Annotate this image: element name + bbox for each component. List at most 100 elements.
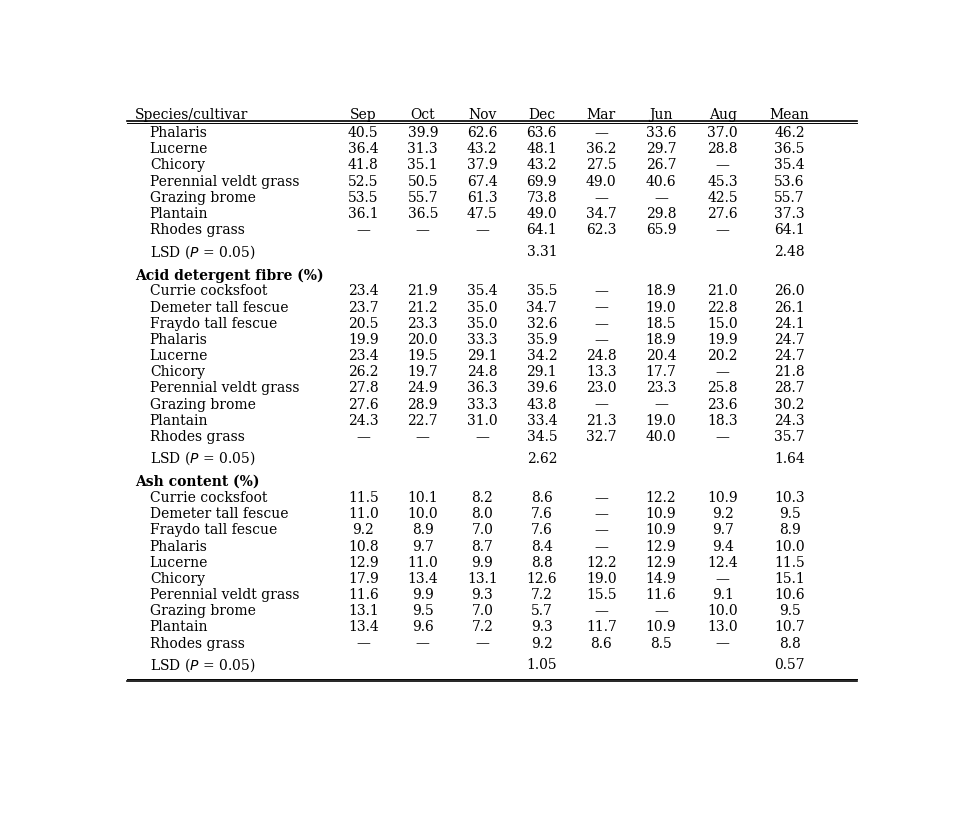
Text: 19.0: 19.0 — [645, 414, 676, 428]
Text: 32.6: 32.6 — [527, 317, 557, 331]
Text: Currie cocksfoot: Currie cocksfoot — [150, 285, 267, 298]
Text: Lucerne: Lucerne — [150, 556, 208, 570]
Text: Lucerne: Lucerne — [150, 349, 208, 363]
Text: Plantain: Plantain — [150, 207, 208, 221]
Text: 17.9: 17.9 — [348, 572, 378, 586]
Text: 26.7: 26.7 — [645, 159, 676, 172]
Text: 53.5: 53.5 — [348, 191, 378, 205]
Text: 11.5: 11.5 — [774, 556, 805, 570]
Text: Mar: Mar — [587, 108, 616, 122]
Text: 12.4: 12.4 — [708, 556, 738, 570]
Text: 10.8: 10.8 — [348, 540, 378, 554]
Text: 63.6: 63.6 — [527, 126, 557, 140]
Text: 24.8: 24.8 — [467, 365, 497, 379]
Text: 41.8: 41.8 — [348, 159, 378, 172]
Text: 10.9: 10.9 — [645, 620, 676, 634]
Text: Ash content (%): Ash content (%) — [134, 475, 259, 489]
Text: Perennial veldt grass: Perennial veldt grass — [150, 381, 300, 395]
Text: 36.5: 36.5 — [408, 207, 438, 221]
Text: 62.3: 62.3 — [587, 223, 616, 237]
Text: —: — — [594, 333, 609, 347]
Text: 33.3: 33.3 — [468, 398, 497, 411]
Text: 52.5: 52.5 — [348, 175, 378, 189]
Text: Demeter tall fescue: Demeter tall fescue — [150, 301, 288, 315]
Text: 28.8: 28.8 — [708, 142, 738, 156]
Text: 8.6: 8.6 — [590, 637, 612, 650]
Text: 27.5: 27.5 — [586, 159, 616, 172]
Text: —: — — [356, 430, 371, 444]
Text: 24.3: 24.3 — [348, 414, 378, 428]
Text: 29.7: 29.7 — [645, 142, 676, 156]
Text: 13.4: 13.4 — [348, 620, 378, 634]
Text: 55.7: 55.7 — [407, 191, 438, 205]
Text: 35.4: 35.4 — [467, 285, 497, 298]
Text: 19.7: 19.7 — [407, 365, 438, 379]
Text: 9.4: 9.4 — [711, 540, 733, 554]
Text: —: — — [716, 159, 730, 172]
Text: Sep: Sep — [350, 108, 376, 122]
Text: Acid detergent fibre (%): Acid detergent fibre (%) — [134, 268, 324, 282]
Text: 27.8: 27.8 — [348, 381, 378, 395]
Text: 39.6: 39.6 — [527, 381, 557, 395]
Text: 9.1: 9.1 — [711, 588, 733, 602]
Text: —: — — [594, 126, 609, 140]
Text: —: — — [594, 301, 609, 315]
Text: —: — — [594, 491, 609, 505]
Text: —: — — [594, 317, 609, 331]
Text: 46.2: 46.2 — [775, 126, 804, 140]
Text: 17.7: 17.7 — [645, 365, 677, 379]
Text: 10.9: 10.9 — [645, 524, 676, 537]
Text: 24.1: 24.1 — [774, 317, 805, 331]
Text: 10.6: 10.6 — [775, 588, 804, 602]
Text: 42.5: 42.5 — [708, 191, 738, 205]
Text: Chicory: Chicory — [150, 365, 204, 379]
Text: 1.05: 1.05 — [526, 659, 557, 672]
Text: Rhodes grass: Rhodes grass — [150, 637, 245, 650]
Text: 27.6: 27.6 — [708, 207, 738, 221]
Text: —: — — [594, 507, 609, 521]
Text: 13.0: 13.0 — [708, 620, 738, 634]
Text: 3.31: 3.31 — [526, 245, 557, 259]
Text: 23.0: 23.0 — [587, 381, 616, 395]
Text: 73.8: 73.8 — [526, 191, 557, 205]
Text: 10.0: 10.0 — [775, 540, 804, 554]
Text: 11.0: 11.0 — [348, 507, 378, 521]
Text: 22.7: 22.7 — [407, 414, 438, 428]
Text: 25.8: 25.8 — [708, 381, 738, 395]
Text: Perennial veldt grass: Perennial veldt grass — [150, 175, 300, 189]
Text: LSD ($\mathit{P}$ = 0.05): LSD ($\mathit{P}$ = 0.05) — [150, 450, 255, 467]
Text: Chicory: Chicory — [150, 159, 204, 172]
Text: 55.7: 55.7 — [775, 191, 804, 205]
Text: Demeter tall fescue: Demeter tall fescue — [150, 507, 288, 521]
Text: 43.2: 43.2 — [526, 159, 557, 172]
Text: 48.1: 48.1 — [526, 142, 557, 156]
Text: Lucerne: Lucerne — [150, 142, 208, 156]
Text: 24.7: 24.7 — [774, 349, 805, 363]
Text: 26.1: 26.1 — [775, 301, 804, 315]
Text: 33.4: 33.4 — [526, 414, 557, 428]
Text: —: — — [594, 524, 609, 537]
Text: Species/cultivar: Species/cultivar — [134, 108, 249, 122]
Text: 7.6: 7.6 — [531, 507, 553, 521]
Text: 34.5: 34.5 — [526, 430, 557, 444]
Text: 9.2: 9.2 — [352, 524, 374, 537]
Text: 8.8: 8.8 — [531, 556, 553, 570]
Text: —: — — [716, 365, 730, 379]
Text: 21.0: 21.0 — [708, 285, 738, 298]
Text: 7.2: 7.2 — [531, 588, 553, 602]
Text: 11.0: 11.0 — [407, 556, 438, 570]
Text: 9.5: 9.5 — [412, 604, 434, 618]
Text: 50.5: 50.5 — [408, 175, 438, 189]
Text: Phalaris: Phalaris — [150, 333, 207, 347]
Text: 45.3: 45.3 — [708, 175, 738, 189]
Text: 26.2: 26.2 — [348, 365, 378, 379]
Text: —: — — [475, 223, 490, 237]
Text: 37.9: 37.9 — [467, 159, 497, 172]
Text: 23.3: 23.3 — [408, 317, 438, 331]
Text: 40.6: 40.6 — [645, 175, 676, 189]
Text: 21.2: 21.2 — [407, 301, 438, 315]
Text: Plantain: Plantain — [150, 620, 208, 634]
Text: 31.0: 31.0 — [467, 414, 497, 428]
Text: 35.5: 35.5 — [527, 285, 557, 298]
Text: 24.3: 24.3 — [775, 414, 804, 428]
